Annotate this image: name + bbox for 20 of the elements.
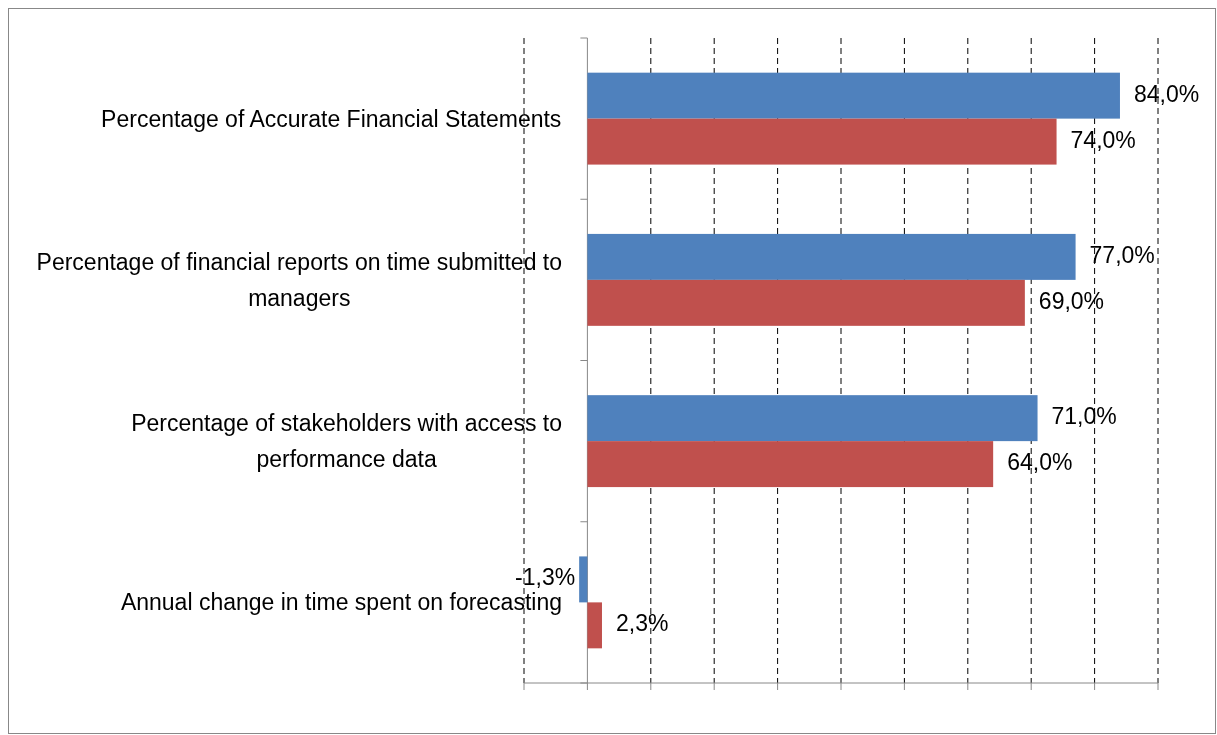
data-label: 64,0% bbox=[1007, 449, 1073, 476]
data-label: 84,0% bbox=[1133, 80, 1200, 107]
bar bbox=[579, 556, 588, 603]
data-label: 74,0% bbox=[1070, 126, 1136, 153]
bar bbox=[587, 395, 1038, 442]
bar bbox=[587, 233, 1076, 280]
bar bbox=[587, 441, 994, 488]
bar bbox=[587, 118, 1057, 165]
data-label: -1,3% bbox=[515, 564, 576, 591]
data-label: 71,0% bbox=[1051, 403, 1117, 430]
data-label: 77,0% bbox=[1089, 241, 1155, 268]
y-tick-label: Percentage of stakeholders with access to performance data bbox=[131, 410, 563, 473]
y-tick-label: Percentage of financial reports on time submitted to managers bbox=[36, 248, 562, 311]
y-tick-label: Percentage of Accurate Financial Statements bbox=[101, 105, 562, 132]
data-label: 2,3% bbox=[615, 610, 669, 637]
bar bbox=[587, 72, 1120, 119]
y-tick-label: Annual change in time spent on forecasting bbox=[120, 589, 562, 616]
bar bbox=[587, 602, 602, 649]
data-label: 69,0% bbox=[1038, 287, 1105, 314]
bar bbox=[587, 279, 1025, 326]
